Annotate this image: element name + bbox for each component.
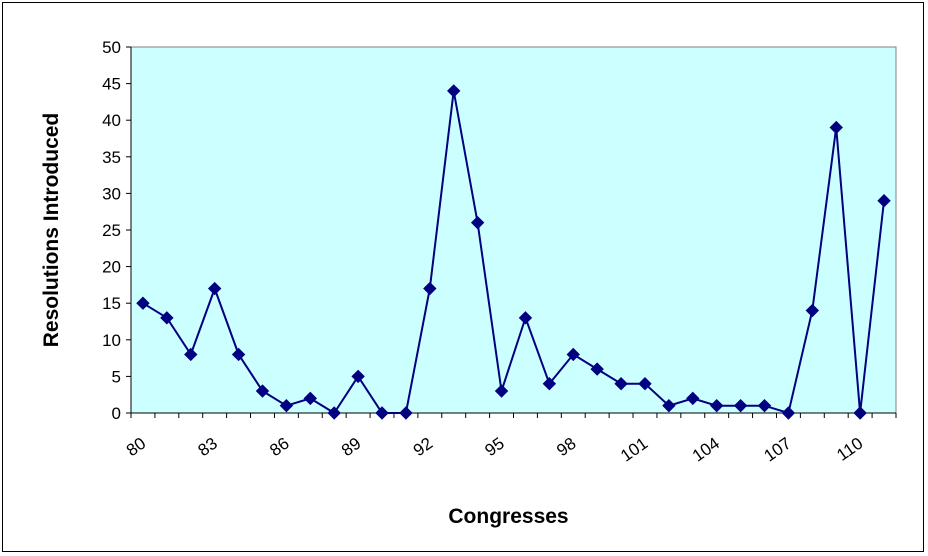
x-tick-label: 89 [338, 434, 364, 460]
data-point-marker [829, 120, 843, 135]
data-point-marker [207, 281, 222, 296]
data-point-marker [255, 384, 270, 398]
y-tick-label: 15 [102, 294, 121, 313]
y-tick-label: 25 [102, 221, 121, 240]
data-point-marker [709, 398, 724, 413]
y-tick-label: 0 [112, 404, 121, 423]
data-point-marker [231, 347, 246, 362]
data-point-marker [614, 377, 628, 391]
data-point-marker [375, 406, 389, 420]
plot-area [130, 46, 897, 414]
data-point-marker [542, 377, 557, 391]
data-point-marker [470, 215, 485, 230]
data-point-marker [279, 398, 294, 413]
data-point-marker [327, 406, 341, 420]
y-tick-label: 5 [112, 367, 121, 386]
data-point-marker [303, 391, 318, 406]
y-tick-label: 35 [102, 148, 121, 167]
x-axis: 80 83 86 89 92 95 98 101 104 107 110 [123, 412, 897, 466]
data-point-marker [399, 406, 413, 420]
data-point-marker [757, 398, 772, 413]
x-tick-label: 86 [266, 434, 292, 460]
data-point-marker [423, 281, 437, 296]
data-point-marker [662, 398, 676, 413]
data-point-marker [160, 311, 174, 325]
x-tick-label: 110 [833, 434, 866, 465]
y-axis: 0 5 10 15 20 25 30 35 40 45 50 [102, 38, 132, 423]
data-point-marker [447, 84, 461, 98]
x-tick-label: 104 [689, 434, 723, 466]
data-point-marker [733, 398, 748, 413]
data-point-marker [590, 362, 604, 376]
y-tick-label: 30 [102, 184, 121, 203]
x-tick-label: 107 [761, 434, 795, 466]
data-point-marker [853, 406, 867, 420]
data-point-marker [686, 391, 700, 406]
y-axis-title: Resolutions Introduced [40, 113, 63, 348]
y-tick-label: 10 [102, 331, 121, 350]
data-point-marker [781, 406, 796, 420]
data-point-marker [494, 384, 509, 398]
data-point-marker [184, 347, 198, 362]
x-tick-label: 83 [195, 434, 221, 460]
y-tick-label: 20 [102, 258, 121, 277]
x-tick-label: 92 [410, 434, 436, 460]
x-tick-label: 98 [553, 434, 579, 460]
data-point-marker [351, 369, 365, 384]
x-axis-title: Congresses [448, 505, 568, 528]
data-point-marker [518, 311, 533, 325]
x-tick-label: 95 [481, 434, 507, 460]
y-tick-label: 40 [102, 111, 121, 130]
data-point-marker [877, 194, 891, 208]
data-point-marker [566, 347, 580, 362]
data-markers [136, 84, 891, 420]
x-tick-label: 80 [123, 434, 149, 460]
data-point-marker [638, 377, 652, 391]
data-point-marker [805, 303, 820, 318]
y-tick-label: 45 [102, 75, 121, 94]
y-tick-label: 50 [102, 38, 121, 57]
x-tick-label: 101 [617, 434, 651, 466]
data-point-marker [136, 296, 150, 310]
